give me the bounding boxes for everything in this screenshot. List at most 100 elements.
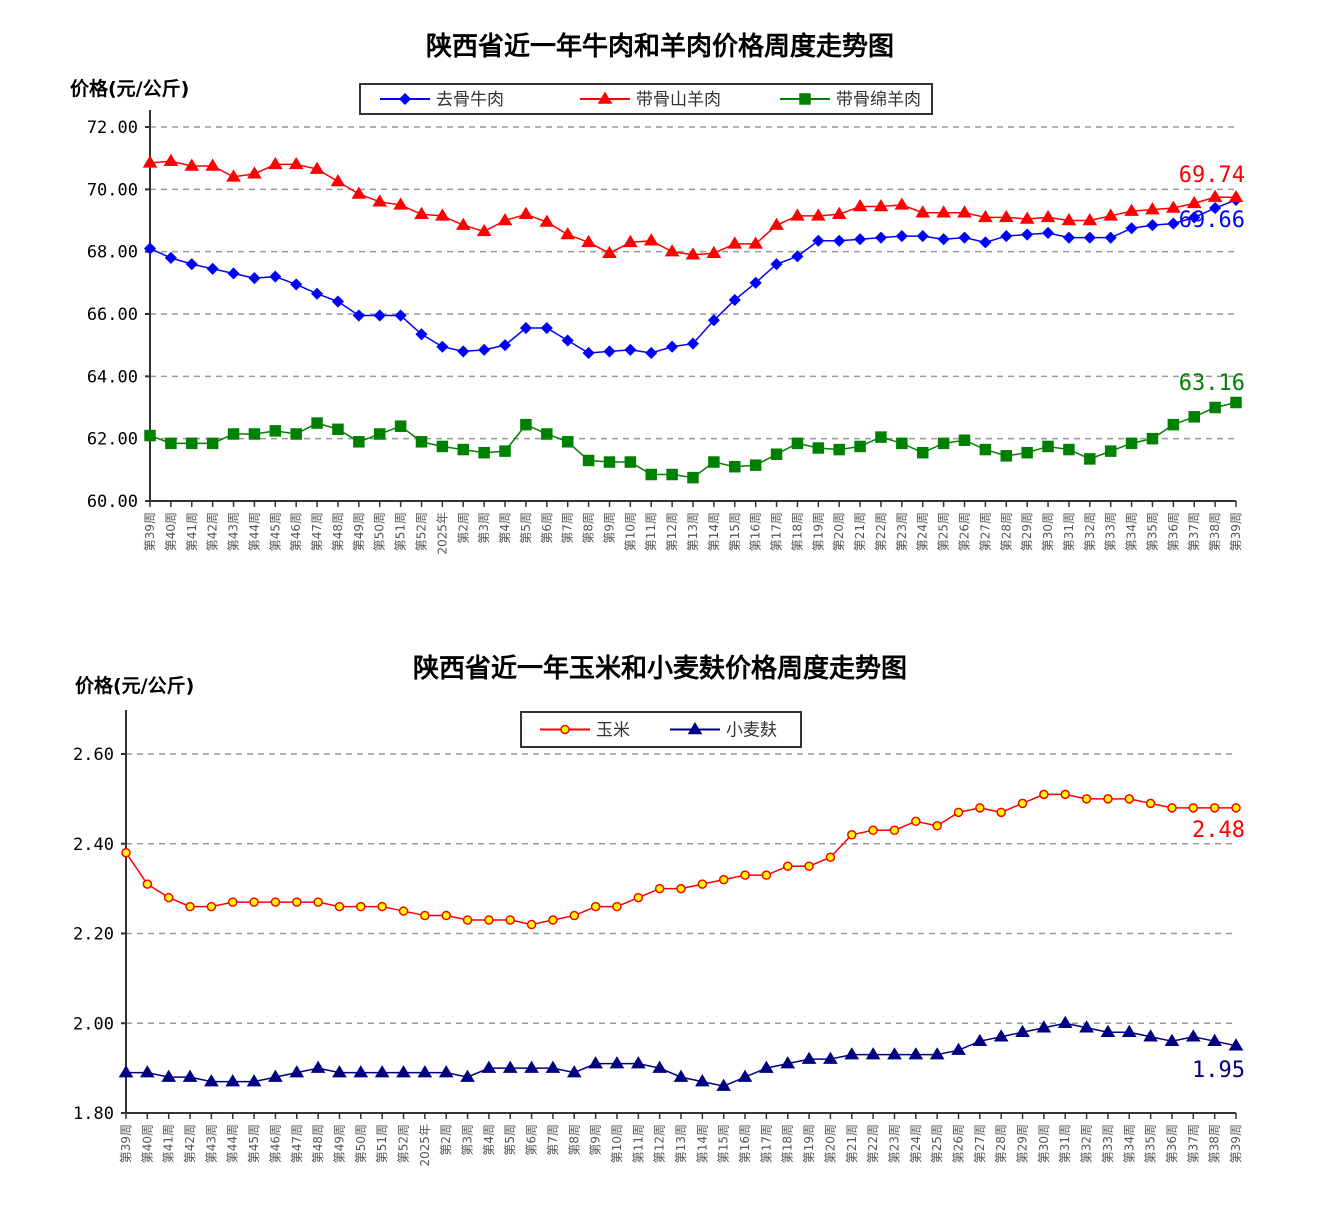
end-value-label: 69.66 <box>1179 208 1245 233</box>
legend: 去骨牛肉 带骨山羊肉 带骨绵羊肉 <box>359 83 933 115</box>
data-point <box>958 434 971 446</box>
data-point <box>289 1065 305 1078</box>
x-tick-label: 第7周 <box>546 1124 560 1156</box>
x-tick-label: 第52周 <box>397 1124 411 1163</box>
x-tick-label: 第17周 <box>759 1124 773 1163</box>
x-tick-label: 第23周 <box>887 1124 901 1163</box>
x-tick-label: 第35周 <box>1145 512 1159 551</box>
x-tick-label: 第31周 <box>1062 512 1076 551</box>
x-tick-label: 第43周 <box>204 1124 218 1163</box>
data-point <box>958 231 971 244</box>
data-point <box>770 258 783 271</box>
data-point <box>1104 231 1117 244</box>
data-point <box>497 213 513 226</box>
data-point <box>377 901 387 912</box>
data-point <box>915 205 931 218</box>
data-point <box>1079 1020 1094 1033</box>
data-point <box>394 420 407 432</box>
data-point <box>1100 1024 1116 1037</box>
data-point <box>996 807 1006 818</box>
data-point <box>186 437 198 450</box>
data-point <box>612 901 622 912</box>
series-line <box>149 160 1237 256</box>
data-point <box>309 161 325 174</box>
data-point <box>801 1051 817 1064</box>
y-tick-label: 60.00 <box>87 492 138 512</box>
data-point <box>539 214 555 227</box>
data-point <box>1188 803 1199 813</box>
data-point <box>825 852 836 862</box>
data-point <box>290 278 303 291</box>
data-point <box>269 425 282 437</box>
data-point <box>1083 231 1096 244</box>
data-point <box>356 901 366 912</box>
data-point <box>1062 231 1075 244</box>
x-tick-label: 第48周 <box>331 512 345 551</box>
data-point <box>769 217 784 230</box>
data-point <box>249 897 259 907</box>
data-point <box>791 250 804 263</box>
data-point <box>1125 222 1138 235</box>
data-point <box>1228 1038 1244 1051</box>
legend-marker <box>799 93 811 105</box>
x-tick-label: 第2周 <box>439 1124 453 1156</box>
data-point <box>673 1069 689 1082</box>
x-tick-label: 第26周 <box>958 512 972 551</box>
data-point <box>972 1033 988 1046</box>
x-tick-label: 第14周 <box>707 512 721 551</box>
x-tick-label: 第6周 <box>540 512 554 544</box>
data-point <box>205 158 220 171</box>
x-tick-label: 第12周 <box>665 512 679 551</box>
data-point <box>1188 411 1200 423</box>
data-point <box>1167 803 1177 813</box>
data-point <box>810 208 826 221</box>
data-point <box>269 270 282 283</box>
data-point <box>759 1060 774 1073</box>
data-point <box>140 1065 155 1078</box>
x-tick-label: 第47周 <box>310 512 324 551</box>
data-point <box>292 897 302 907</box>
data-point <box>393 197 408 210</box>
x-tick-label: 第34周 <box>1122 1124 1136 1163</box>
data-point <box>676 883 686 894</box>
data-point <box>436 440 449 453</box>
x-tick-label: 第15周 <box>728 512 742 551</box>
data-point <box>761 870 772 880</box>
data-point <box>685 247 701 260</box>
x-tick-label: 第39周 <box>119 1124 133 1163</box>
x-tick-label: 第13周 <box>674 1124 688 1163</box>
series-玉米 <box>121 789 1241 930</box>
data-point <box>1000 230 1013 243</box>
x-tick-label: 第12周 <box>653 1124 667 1163</box>
data-point <box>718 874 729 885</box>
data-point <box>1145 202 1160 215</box>
x-tick-label: 第15周 <box>717 1124 731 1163</box>
legend-label: 玉米 <box>596 721 630 741</box>
data-point <box>163 892 174 903</box>
x-tick-label: 第13周 <box>686 512 700 551</box>
x-tick-label: 第21周 <box>845 1124 859 1163</box>
series-去骨牛肉 <box>143 193 1243 360</box>
x-tick-label: 第17周 <box>770 512 784 551</box>
data-point <box>481 1060 497 1073</box>
data-point <box>569 910 580 921</box>
data-point <box>1164 1033 1180 1046</box>
data-point <box>937 233 950 246</box>
data-point <box>1019 211 1035 224</box>
x-tick-label: 第51周 <box>394 512 408 551</box>
data-point <box>911 816 921 827</box>
data-point <box>182 1069 198 1082</box>
data-point <box>916 446 929 459</box>
data-point <box>1209 401 1221 414</box>
x-tick-label: 第16周 <box>738 1124 752 1163</box>
data-point <box>687 471 699 484</box>
x-tick-label: 第21周 <box>853 512 867 551</box>
chart-title: 陕西省近一年牛肉和羊肉价格周度走势图 <box>426 31 894 62</box>
data-point <box>1125 437 1138 450</box>
data-point <box>1103 794 1113 804</box>
data-point <box>313 897 323 907</box>
x-tick-label: 第24周 <box>916 512 930 551</box>
x-tick-label: 第47周 <box>290 1124 304 1163</box>
data-point <box>1166 200 1181 213</box>
